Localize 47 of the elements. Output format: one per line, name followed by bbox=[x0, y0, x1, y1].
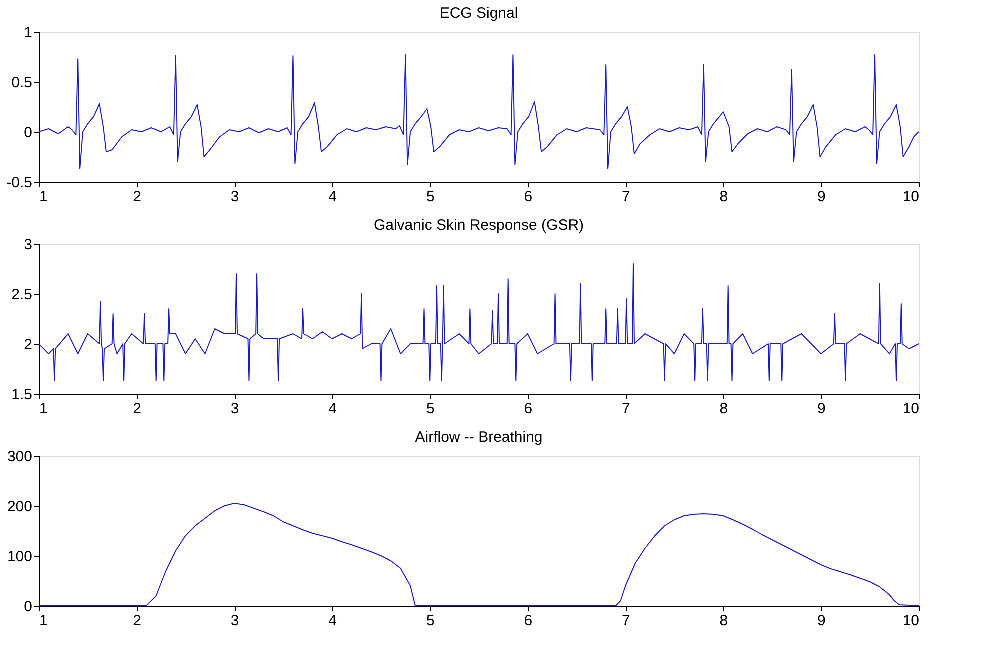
x-tick-label: 4 bbox=[328, 400, 338, 418]
chart-title: ECG Signal bbox=[440, 5, 518, 22]
y-tick-label: 3 bbox=[24, 236, 32, 254]
x-tick-label: 2 bbox=[133, 400, 142, 418]
x-tick-label: 7 bbox=[622, 188, 630, 206]
x-tick-label: 3 bbox=[230, 188, 240, 206]
x-tick-label: 5 bbox=[426, 188, 435, 206]
y-tick-label: 100 bbox=[7, 548, 32, 566]
x-tick-label: 3 bbox=[230, 612, 240, 630]
x-tick-label: 4 bbox=[328, 188, 338, 206]
chart-title: Galvanic Skin Response (GSR) bbox=[374, 217, 584, 234]
x-tick-label: 9 bbox=[818, 400, 826, 418]
x-tick-label: 6 bbox=[524, 612, 533, 630]
x-tick-label: 8 bbox=[720, 400, 728, 418]
x-tick-label: 7 bbox=[622, 612, 630, 630]
y-tick-label: 0.5 bbox=[12, 74, 32, 92]
line-series bbox=[38, 54, 920, 170]
y-tick-label: 2 bbox=[24, 336, 32, 354]
x-tick-label: 2 bbox=[133, 188, 142, 206]
chart-title: Airflow -- Breathing bbox=[415, 429, 543, 446]
y-tick-label: 1.5 bbox=[12, 386, 32, 404]
x-tick-label: 3 bbox=[230, 400, 240, 418]
x-tick-label: 10 bbox=[902, 612, 920, 630]
x-tick-label: 1 bbox=[40, 188, 48, 206]
x-tick-label: 9 bbox=[818, 188, 826, 206]
x-tick-label: 9 bbox=[818, 612, 826, 630]
y-tick-label: 2.5 bbox=[12, 286, 32, 304]
y-tick-label: 0 bbox=[24, 124, 32, 142]
x-tick-label: 1 bbox=[40, 400, 48, 418]
y-tick-label: 300 bbox=[7, 448, 32, 466]
x-tick-label: 10 bbox=[902, 188, 920, 206]
x-tick-label: 6 bbox=[524, 188, 533, 206]
x-tick-label: 5 bbox=[426, 612, 435, 630]
x-tick-label: 2 bbox=[133, 612, 142, 630]
x-tick-label: 7 bbox=[622, 400, 630, 418]
x-tick-label: 10 bbox=[902, 400, 920, 418]
y-tick-label: 1 bbox=[24, 24, 32, 42]
x-tick-label: 1 bbox=[40, 612, 48, 630]
y-tick-label: 200 bbox=[7, 498, 32, 516]
x-tick-label: 8 bbox=[720, 188, 728, 206]
y-tick-label: 0 bbox=[24, 598, 32, 616]
line-series bbox=[38, 264, 920, 382]
x-tick-label: 4 bbox=[328, 612, 338, 630]
x-tick-label: 6 bbox=[524, 400, 533, 418]
x-tick-label: 5 bbox=[426, 400, 435, 418]
y-tick-label: -0.5 bbox=[6, 174, 32, 192]
x-tick-label: 8 bbox=[720, 612, 728, 630]
